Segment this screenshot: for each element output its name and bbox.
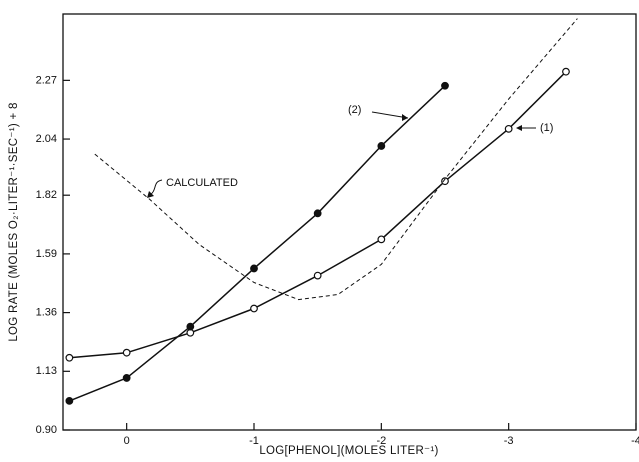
y-tick-label: 2.04	[36, 133, 57, 145]
data-point	[313, 271, 322, 280]
series-label: CALCULATED	[166, 177, 238, 189]
arrow-head	[402, 114, 408, 121]
series-label: (2)	[348, 104, 361, 116]
y-tick-label: 1.59	[36, 248, 57, 260]
arrow-head	[147, 191, 154, 198]
data-point	[250, 304, 258, 313]
y-tick-label: 0.90	[36, 424, 57, 436]
y-tick-label: 1.82	[36, 189, 57, 201]
x-tick-label: -2	[376, 435, 386, 447]
data-point	[65, 397, 74, 405]
data-point	[186, 322, 195, 331]
x-tick-label: -3	[504, 435, 514, 447]
data-point	[562, 67, 570, 76]
data-point	[377, 142, 386, 150]
x-tick-label: -4	[631, 435, 639, 447]
x-axis-label: LOG[PHENOL](MOLES LITER⁻¹)	[259, 445, 438, 457]
x-tick-label: -1	[249, 435, 259, 447]
data-point	[313, 209, 322, 218]
data-point	[441, 81, 449, 90]
calculated-curve	[94, 18, 578, 301]
data-point	[122, 374, 131, 382]
y-tick-label: 1.36	[36, 307, 57, 319]
y-axis-label: LOG RATE (MOLES O₂·LITER⁻¹·SEC⁻¹) + 8	[8, 102, 20, 341]
data-point	[65, 353, 74, 362]
data-point	[377, 235, 386, 244]
y-tick-label: 1.13	[36, 365, 57, 377]
plot-frame	[62, 13, 637, 431]
series-label: (1)	[540, 122, 553, 134]
data-point	[250, 264, 258, 273]
x-tick-label: 0	[124, 435, 130, 447]
y-tick-label: 2.27	[36, 74, 57, 86]
data-point	[504, 124, 513, 133]
data-point	[441, 177, 449, 186]
arrow-head	[516, 125, 522, 131]
data-point	[122, 348, 131, 357]
